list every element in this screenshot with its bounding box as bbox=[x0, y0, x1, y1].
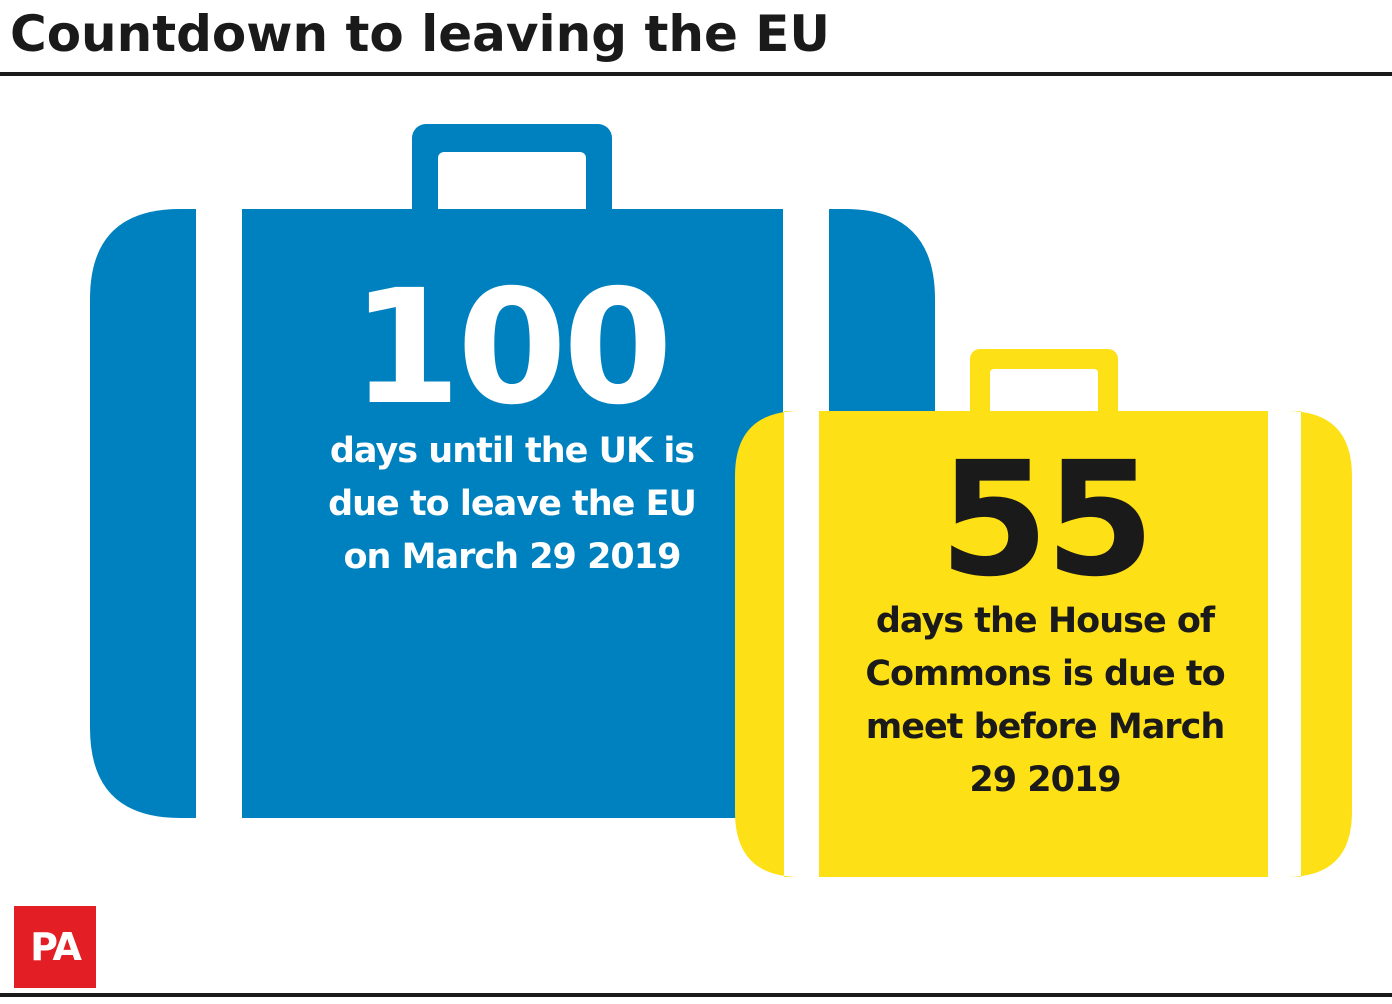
caption-line: on March 29 2019 bbox=[343, 537, 681, 577]
yellow-suitcase-icon bbox=[735, 349, 1352, 877]
caption-line: meet before March bbox=[865, 707, 1225, 747]
caption-line: days the House of bbox=[875, 601, 1215, 641]
bottom-divider bbox=[0, 993, 1392, 997]
caption-line: days until the UK is bbox=[329, 431, 695, 471]
page-title: Countdown to leaving the EU bbox=[10, 5, 831, 63]
uk-days-caption: days until the UK is due to leave the EU… bbox=[292, 425, 732, 584]
commons-days-number: 55 bbox=[939, 428, 1155, 612]
uk-days-number: 100 bbox=[351, 256, 673, 440]
caption-line: 29 2019 bbox=[969, 760, 1121, 800]
blue-suitcase-left-body bbox=[90, 209, 196, 818]
caption-line: due to leave the EU bbox=[328, 484, 697, 524]
commons-days-caption: days the House of Commons is due to meet… bbox=[830, 595, 1260, 807]
blue-suitcase-center-body bbox=[242, 209, 783, 818]
yellow-suitcase-left-body bbox=[735, 411, 800, 877]
caption-line: Commons is due to bbox=[865, 654, 1225, 694]
pa-logo: PA bbox=[14, 906, 96, 988]
yellow-suitcase-center-body bbox=[819, 411, 1268, 877]
title-divider bbox=[0, 72, 1392, 76]
pa-logo-text: PA bbox=[30, 925, 82, 969]
blue-suitcase-handle-hole bbox=[438, 152, 586, 226]
yellow-suitcase-right-body bbox=[1287, 411, 1352, 877]
